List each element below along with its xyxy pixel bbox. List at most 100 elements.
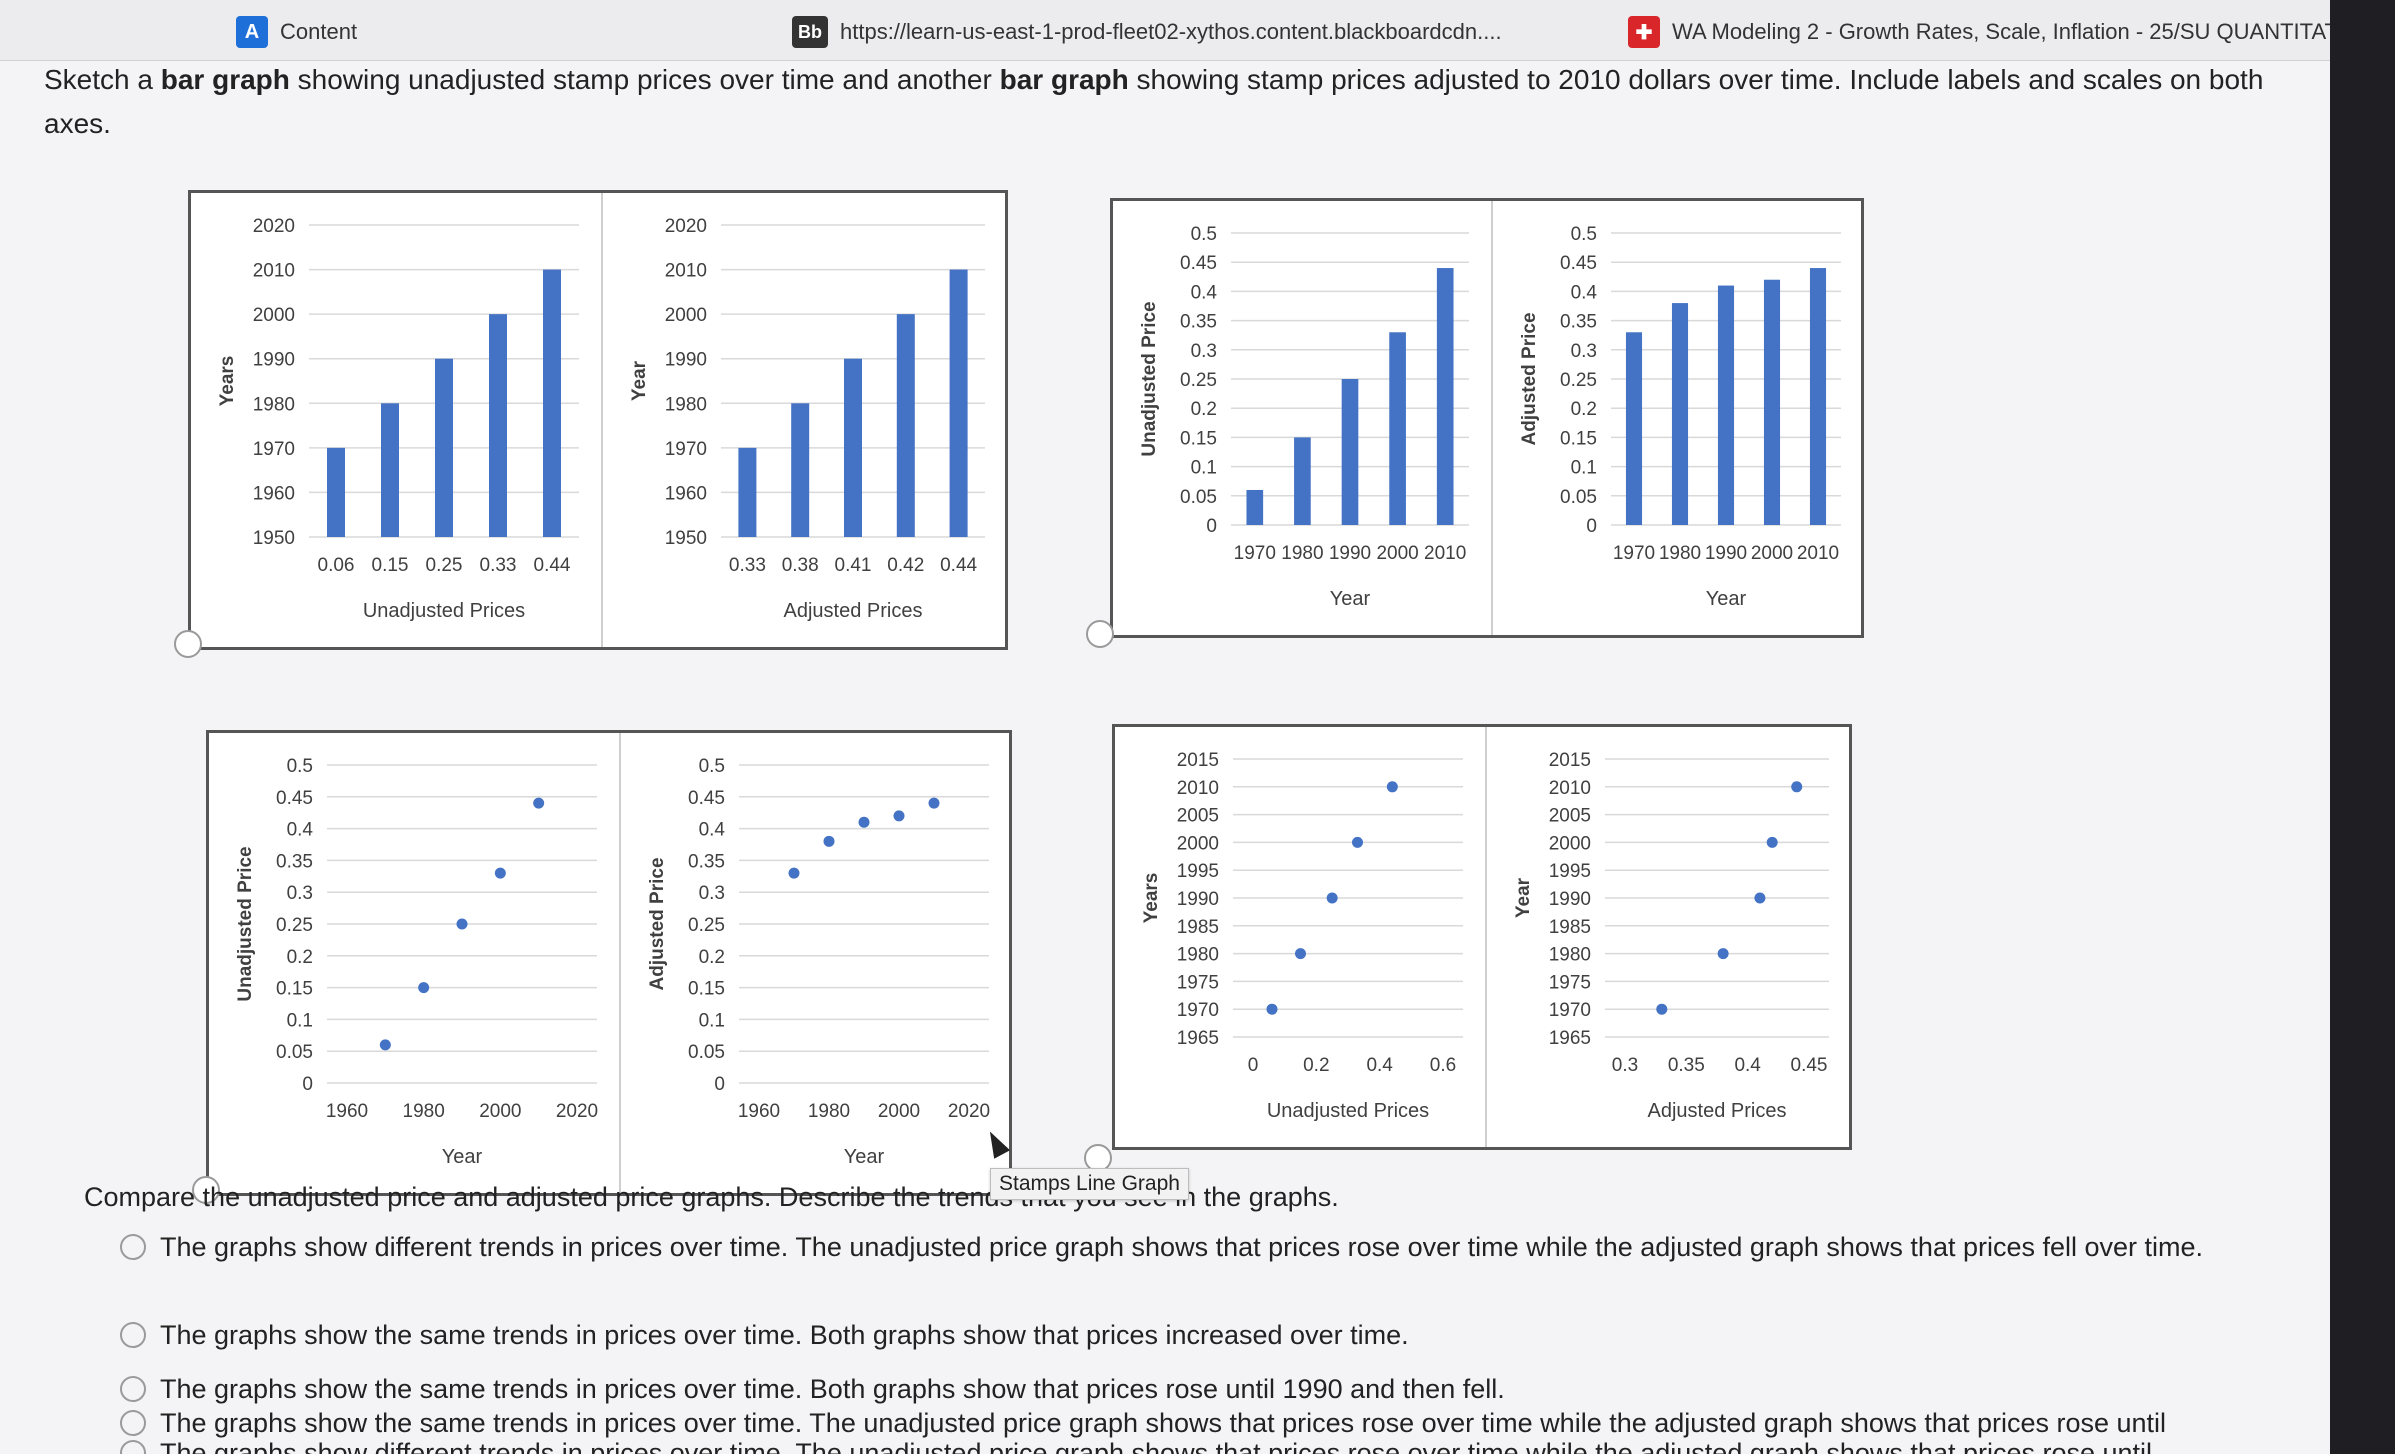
prompt-bold: bar graph [160, 64, 290, 95]
x-tick-label: 2000 [878, 1101, 920, 1122]
y-tick-label: 2010 [665, 261, 707, 282]
bar [738, 447, 757, 537]
y-tick-label: 0.2 [699, 947, 725, 968]
bar [489, 314, 507, 537]
option-1[interactable]: The graphs show different trends in pric… [120, 1226, 2230, 1268]
y-axis-title: Unadjusted Price [235, 846, 256, 1001]
option-label: The graphs show different trends in pric… [160, 1232, 2204, 1262]
y-tick-label: 1990 [253, 350, 295, 371]
y-tick-label: 0.45 [688, 788, 725, 809]
tab-blackboard-file[interactable]: Bb https://learn-us-east-1-prod-fleet02-… [792, 12, 1502, 52]
screen-bezel [2330, 0, 2395, 1454]
screen: A Content Bb https://learn-us-east-1-pro… [0, 0, 2330, 1454]
y-axis-title: Years [1141, 873, 1162, 924]
blackboard-icon: Bb [792, 16, 828, 48]
data-point [494, 867, 506, 879]
tooltip: Stamps Line Graph [990, 1168, 1189, 1200]
option-2[interactable]: The graphs show the same trends in price… [120, 1314, 2230, 1356]
x-tick-label: 2000 [1751, 543, 1793, 564]
option-label: The graphs show the same trends in price… [160, 1320, 1409, 1350]
x-tick-label: 0.44 [940, 555, 977, 576]
choice-c-radio[interactable] [192, 1176, 220, 1204]
y-tick-label: 0.45 [1180, 253, 1217, 274]
app-logo-icon: A [236, 16, 268, 48]
bar [1809, 268, 1827, 525]
y-tick-label: 2010 [1549, 778, 1591, 799]
y-tick-label: 2015 [1177, 750, 1219, 771]
bar [543, 269, 561, 537]
y-tick-label: 0.3 [287, 883, 313, 904]
data-point [1766, 836, 1778, 848]
x-tick-label: 0.06 [318, 555, 355, 576]
data-point [1656, 1003, 1668, 1015]
tab-wa-modeling[interactable]: ✚ WA Modeling 2 - Growth Rates, Scale, I… [1628, 12, 2330, 52]
y-tick-label: 0.15 [1560, 428, 1597, 449]
option-radio[interactable] [120, 1322, 146, 1348]
bar [381, 403, 399, 537]
option-5[interactable]: The graphs show different trends in pric… [120, 1432, 2230, 1454]
choice-b-radio[interactable] [1086, 620, 1114, 648]
x-tick-label: 2010 [1797, 543, 1839, 564]
y-tick-label: 1980 [253, 394, 295, 415]
x-tick-label: 2000 [1376, 543, 1418, 564]
y-tick-label: 1995 [1177, 861, 1219, 882]
option-radio[interactable] [120, 1376, 146, 1402]
x-tick-label: 2010 [1424, 543, 1466, 564]
y-tick-label: 0.5 [1191, 224, 1217, 245]
bar [1294, 437, 1311, 525]
y-tick-label: 0.1 [287, 1010, 313, 1031]
y-tick-label: 2010 [1177, 778, 1219, 799]
option-3[interactable]: The graphs show the same trends in price… [120, 1368, 2230, 1410]
option-label: The graphs show the same trends in price… [160, 1374, 1505, 1404]
x-tick-label: 2000 [479, 1101, 521, 1122]
bar [791, 403, 810, 537]
x-tick-label: 1970 [1234, 543, 1276, 564]
x-tick-label: 1980 [1659, 543, 1701, 564]
y-tick-label: 1980 [665, 394, 707, 415]
chart-b2: 0 0.05 0.1 0.15 0.2 0.25 0.3 0.35 0.4 0.45 0.5 Adju… [1491, 201, 1841, 635]
question-prompt: Sketch a bar graph showing unadjusted st… [44, 58, 2314, 146]
option-radio[interactable] [120, 1440, 146, 1454]
y-tick-label: 0.35 [1560, 312, 1597, 333]
x-tick-label: 1960 [738, 1101, 780, 1122]
y-axis-title: Adjusted Price [647, 857, 668, 990]
data-point [1326, 892, 1338, 904]
y-tick-label: 1950 [253, 528, 295, 549]
y-tick-label: 0.25 [276, 915, 313, 936]
x-axis-title: Year [1706, 588, 1747, 610]
x-tick-label: 1980 [403, 1101, 445, 1122]
y-tick-label: 0.15 [1180, 428, 1217, 449]
y-tick-label: 1970 [1549, 1000, 1591, 1021]
y-tick-label: 0.3 [1571, 341, 1597, 362]
y-tick-label: 0.4 [1571, 282, 1598, 303]
x-tick-label: 0.35 [1668, 1055, 1705, 1076]
x-tick-label: 0 [1248, 1055, 1259, 1076]
choice-a-radio[interactable] [174, 630, 202, 658]
chart-c1: 0 0.05 0.1 0.15 0.2 0.25 0.3 0.35 0.4 0.45 0.5 Unad… [235, 756, 598, 1168]
x-tick-label: 1980 [808, 1101, 850, 1122]
x-tick-label: 0.41 [835, 555, 872, 576]
x-axis-title: Unadjusted Prices [363, 600, 525, 622]
option-radio[interactable] [120, 1234, 146, 1260]
tab-content[interactable]: A Content [236, 12, 357, 52]
option-4[interactable]: The graphs show the same trends in price… [120, 1402, 2230, 1444]
y-axis-title: Adjusted Price [1519, 312, 1540, 445]
x-tick-label: 0.33 [729, 555, 766, 576]
option-radio[interactable] [120, 1410, 146, 1436]
y-tick-label: 1985 [1177, 917, 1219, 938]
answer-choice-c-graphs: 0 0.05 0.1 0.15 0.2 0.25 0.3 0.35 0.4 0.45 0.5 Unad… [206, 730, 1012, 1196]
y-tick-label: 2005 [1549, 806, 1591, 827]
y-tick-label: 1960 [665, 483, 707, 504]
y-tick-label: 1950 [665, 528, 707, 549]
x-tick-label: 1980 [1281, 543, 1323, 564]
data-point [1266, 1003, 1278, 1015]
y-tick-label: 2000 [1177, 833, 1219, 854]
y-tick-label: 0.15 [276, 979, 313, 1000]
y-tick-label: 1960 [253, 483, 295, 504]
bar [844, 358, 862, 537]
y-tick-label: 1970 [1177, 1000, 1219, 1021]
y-tick-label: 0.1 [1571, 458, 1597, 479]
x-tick-label: 0.33 [480, 555, 517, 576]
data-point [418, 982, 430, 994]
y-axis-title: Year [629, 360, 650, 401]
